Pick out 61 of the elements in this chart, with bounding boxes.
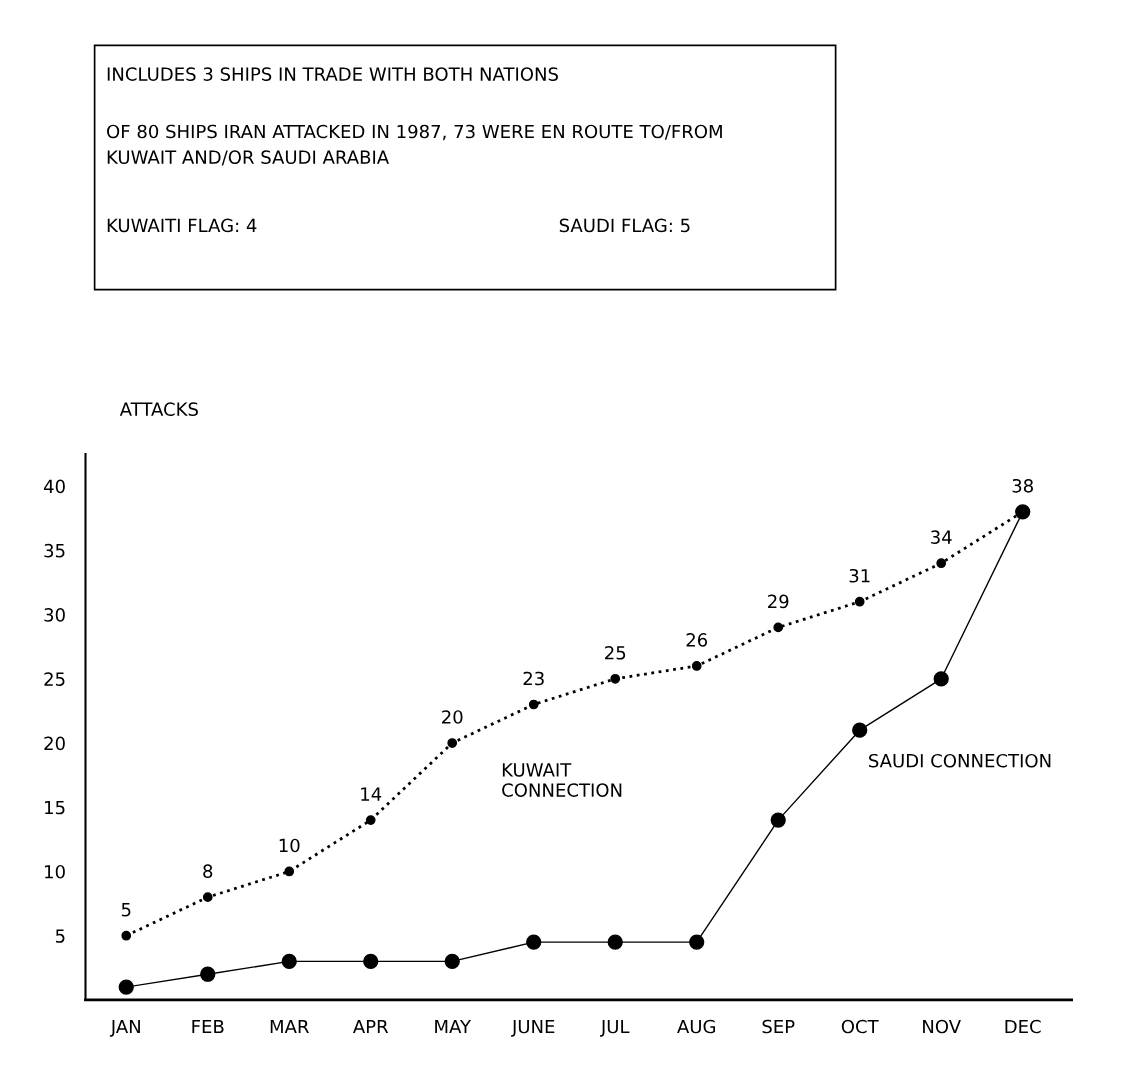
point bbox=[607, 934, 623, 950]
point bbox=[365, 815, 376, 825]
x-tick-label: SEP bbox=[762, 1019, 795, 1034]
point bbox=[936, 558, 947, 569]
data-label: 29 bbox=[768, 594, 789, 609]
x-tick-label: NOV bbox=[923, 1019, 961, 1034]
data-label: 5 bbox=[121, 903, 131, 917]
x-tick-label: DEC bbox=[1005, 1019, 1041, 1034]
data-label: 10 bbox=[279, 838, 300, 853]
point bbox=[118, 979, 134, 995]
x-tick-label: JUL bbox=[599, 1019, 630, 1037]
x-tick-label: MAY bbox=[435, 1019, 472, 1034]
text: KUWAITI FLAG: 4 bbox=[107, 218, 257, 233]
x-tick-label: MAR bbox=[270, 1019, 309, 1034]
point bbox=[770, 812, 786, 828]
y-tick-label: 15 bbox=[45, 800, 65, 815]
y-tick-label: 10 bbox=[45, 864, 65, 879]
y-tick-label: 20 bbox=[44, 736, 65, 751]
text: KUWAIT CONNECTION bbox=[502, 763, 622, 797]
text: SAUDI FLAG: 5 bbox=[559, 218, 690, 233]
y-tick-label: 40 bbox=[43, 479, 65, 494]
data-label: 20 bbox=[442, 710, 463, 724]
point bbox=[773, 622, 784, 633]
point bbox=[121, 930, 132, 941]
point bbox=[363, 953, 379, 970]
data-label: 23 bbox=[523, 671, 544, 686]
x-tick-label: APR bbox=[352, 1019, 389, 1034]
point bbox=[200, 966, 216, 982]
point bbox=[281, 953, 297, 970]
point bbox=[444, 953, 460, 970]
point bbox=[528, 699, 539, 710]
series-label: SAUDI CONNECTION bbox=[869, 753, 1051, 768]
point bbox=[689, 934, 705, 950]
x-tick-label: JAN bbox=[109, 1019, 140, 1037]
y-axis-title: ATTACKS bbox=[119, 402, 198, 417]
point bbox=[852, 722, 868, 738]
data-label: 38 bbox=[1012, 478, 1033, 493]
data-label: 14 bbox=[361, 787, 382, 801]
y-tick-label: 30 bbox=[44, 608, 65, 622]
point bbox=[691, 661, 702, 671]
y-tick-label: 5 bbox=[55, 929, 65, 943]
point bbox=[854, 596, 865, 607]
x-tick-label: AUG bbox=[677, 1019, 716, 1034]
data-label: 25 bbox=[605, 645, 626, 660]
point bbox=[202, 892, 213, 903]
data-label: 31 bbox=[849, 568, 870, 583]
point bbox=[933, 671, 949, 687]
point bbox=[447, 738, 458, 748]
data-label: 8 bbox=[203, 864, 213, 878]
x-tick-label: JUNE bbox=[511, 1019, 555, 1037]
data-label: 34 bbox=[931, 530, 952, 545]
x-tick-label: FEB bbox=[192, 1019, 224, 1034]
y-tick-label: 25 bbox=[44, 672, 65, 686]
point bbox=[526, 934, 542, 950]
text: INCLUDES 3 SHIPS IN TRADE WITH BOTH NATIONS bbox=[107, 67, 558, 81]
data-label: 26 bbox=[686, 633, 708, 647]
text: OF 80 SHIPS IRAN ATTACKED IN 1987, 73 WERE EN ROUTE TO/FROM KUWAIT AND/OR SAUDI ARABIA bbox=[107, 124, 722, 166]
point bbox=[610, 673, 621, 684]
y-tick-label: 35 bbox=[44, 543, 65, 558]
x-tick-label: OCT bbox=[841, 1019, 879, 1034]
point bbox=[284, 866, 295, 877]
